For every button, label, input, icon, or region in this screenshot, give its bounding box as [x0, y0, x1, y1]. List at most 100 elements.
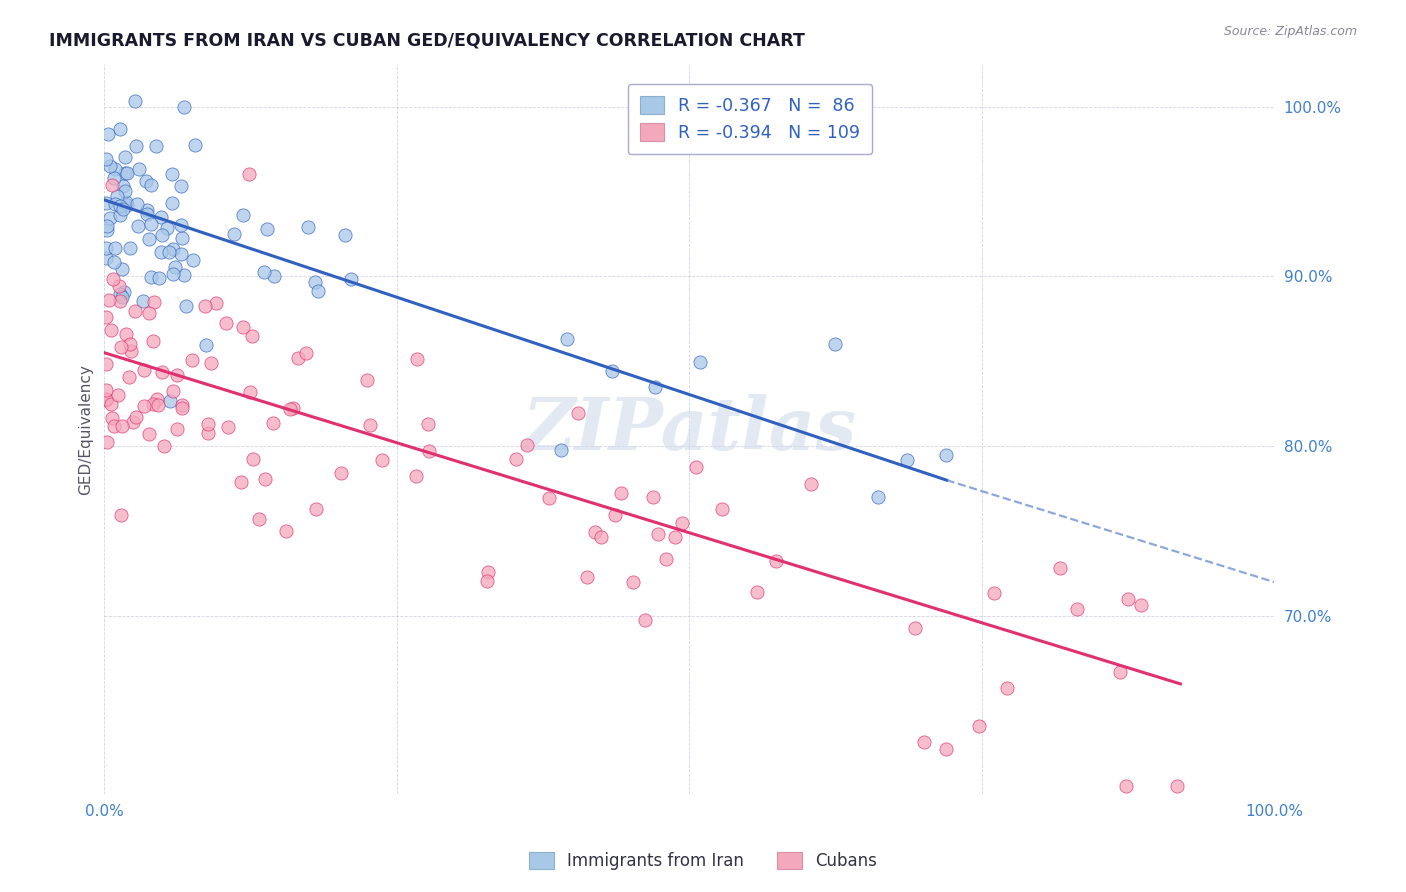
Point	[664, 530, 686, 544]
Point	[217, 420, 239, 434]
Point	[418, 444, 440, 458]
Point	[205, 296, 228, 310]
Point	[170, 398, 193, 412]
Point	[108, 286, 131, 301]
Point	[132, 293, 155, 308]
Point	[242, 451, 264, 466]
Point	[609, 486, 631, 500]
Point	[912, 735, 935, 749]
Point	[148, 271, 170, 285]
Point	[104, 241, 127, 255]
Point	[142, 397, 165, 411]
Point	[97, 127, 120, 141]
Point	[138, 232, 160, 246]
Point	[120, 337, 142, 351]
Point	[995, 681, 1018, 696]
Point	[136, 207, 159, 221]
Point	[247, 512, 270, 526]
Point	[172, 231, 194, 245]
Point	[135, 174, 157, 188]
Point	[477, 565, 499, 579]
Point	[128, 161, 150, 176]
Point	[138, 427, 160, 442]
Point	[644, 380, 666, 394]
Point	[139, 178, 162, 192]
Point	[120, 344, 142, 359]
Point	[254, 472, 277, 486]
Point	[170, 178, 193, 193]
Point	[149, 245, 172, 260]
Point	[118, 241, 141, 255]
Point	[1049, 561, 1071, 575]
Point	[162, 384, 184, 399]
Point	[97, 293, 120, 308]
Point	[240, 329, 263, 343]
Point	[405, 469, 427, 483]
Point	[295, 346, 318, 360]
Point	[150, 365, 173, 379]
Point	[103, 255, 125, 269]
Point	[94, 196, 117, 211]
Point	[214, 316, 236, 330]
Point	[160, 167, 183, 181]
Point	[98, 159, 121, 173]
Point	[600, 364, 623, 378]
Point	[197, 417, 219, 432]
Point	[110, 199, 132, 213]
Point	[166, 422, 188, 436]
Point	[115, 326, 138, 341]
Point	[100, 397, 122, 411]
Point	[107, 388, 129, 402]
Point	[305, 502, 328, 516]
Point	[671, 516, 693, 530]
Point	[537, 491, 560, 506]
Point	[165, 260, 187, 274]
Y-axis label: GED/Equivalency: GED/Equivalency	[79, 364, 93, 495]
Point	[150, 211, 173, 225]
Point	[287, 351, 309, 365]
Point	[108, 279, 131, 293]
Point	[416, 417, 439, 431]
Point	[104, 161, 127, 176]
Point	[142, 334, 165, 349]
Point	[304, 275, 326, 289]
Point	[125, 197, 148, 211]
Point	[641, 490, 664, 504]
Point	[132, 363, 155, 377]
Point	[100, 323, 122, 337]
Point	[685, 459, 707, 474]
Point	[94, 383, 117, 397]
Point	[134, 399, 156, 413]
Legend: R = -0.367   N =  86, R = -0.394   N = 109: R = -0.367 N = 86, R = -0.394 N = 109	[627, 84, 872, 154]
Point	[710, 502, 733, 516]
Point	[114, 150, 136, 164]
Point	[145, 139, 167, 153]
Point	[146, 392, 169, 406]
Point	[138, 306, 160, 320]
Point	[121, 415, 143, 429]
Point	[589, 530, 612, 544]
Point	[356, 374, 378, 388]
Point	[162, 242, 184, 256]
Point	[124, 304, 146, 318]
Point	[94, 252, 117, 266]
Point	[108, 122, 131, 136]
Point	[112, 179, 135, 194]
Point	[200, 356, 222, 370]
Point	[110, 508, 132, 523]
Point	[253, 265, 276, 279]
Point	[274, 524, 297, 539]
Point	[155, 220, 177, 235]
Point	[263, 269, 285, 284]
Point	[153, 440, 176, 454]
Point	[96, 219, 118, 234]
Point	[150, 227, 173, 242]
Point	[159, 394, 181, 409]
Point	[96, 434, 118, 449]
Text: IMMIGRANTS FROM IRAN VS CUBAN GED/EQUIVALENCY CORRELATION CHART: IMMIGRANTS FROM IRAN VS CUBAN GED/EQUIVA…	[49, 31, 806, 49]
Point	[114, 166, 136, 180]
Point	[1166, 779, 1188, 793]
Point	[94, 357, 117, 371]
Text: Source: ZipAtlas.com: Source: ZipAtlas.com	[1223, 25, 1357, 38]
Point	[222, 227, 245, 241]
